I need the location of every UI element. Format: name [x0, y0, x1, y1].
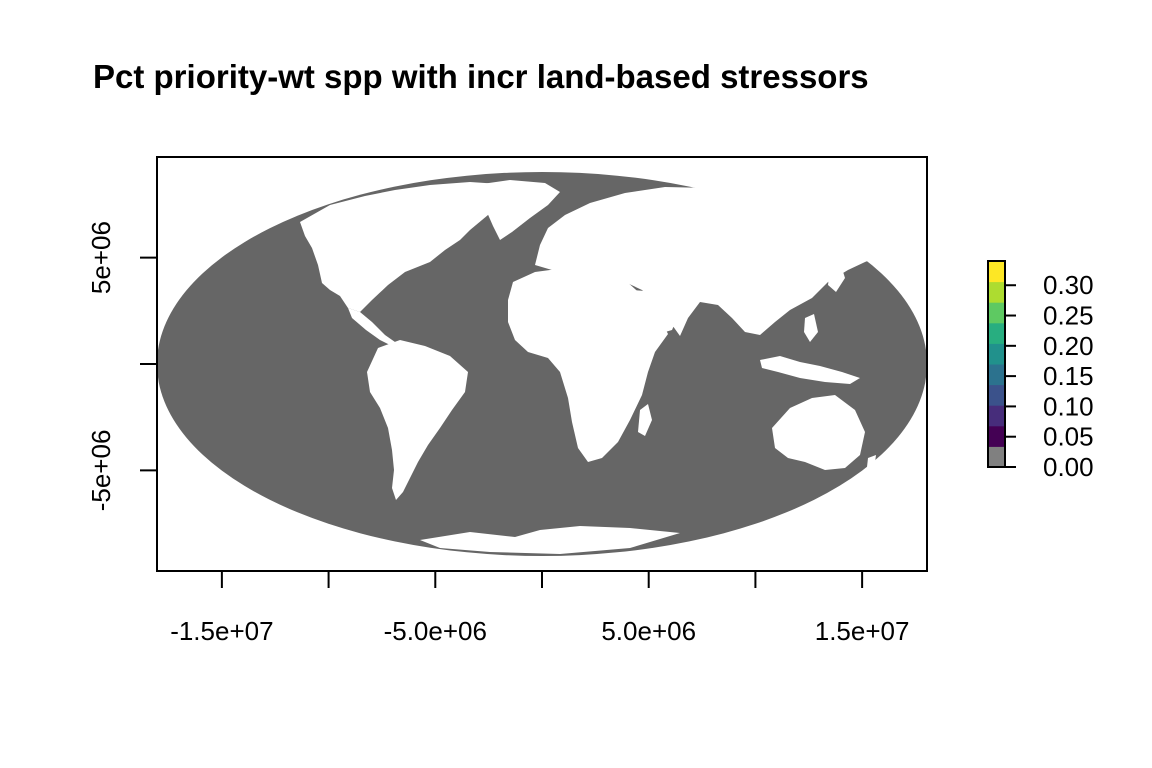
legend-swatch — [988, 322, 1005, 344]
land-eurasia — [535, 187, 880, 336]
color-legend: 0.000.050.100.150.200.250.30 — [987, 260, 1094, 482]
x-axis: -1.5e+07 -5.0e+06 5.0e+06 1.5e+07 — [170, 571, 909, 646]
land-arabia — [632, 290, 680, 335]
legend-tick-label: 0.10 — [1043, 391, 1094, 421]
land-antarctica — [420, 526, 680, 554]
legend-swatch — [988, 364, 1005, 386]
legend-tick-label: 0.00 — [1043, 452, 1094, 482]
legend-swatch — [988, 425, 1005, 447]
land-indonesia — [760, 356, 860, 384]
legend-tick-label: 0.25 — [1043, 301, 1094, 331]
y-tick-label: 5e+06 — [86, 221, 116, 294]
legend-swatch — [988, 302, 1005, 324]
land-africa — [508, 268, 668, 462]
land-australia — [772, 395, 865, 470]
land-central-america — [348, 308, 395, 346]
land-greenland — [475, 180, 560, 240]
map-panel — [157, 172, 927, 556]
x-tick-label: -1.5e+07 — [170, 616, 273, 646]
land-north-america — [300, 182, 520, 312]
x-tick-label: -5.0e+06 — [384, 616, 487, 646]
legend-swatch — [988, 405, 1005, 427]
y-axis: 5e+06 -5e+06 — [86, 221, 157, 511]
legend-swatch — [988, 261, 1005, 283]
plot-title: Pct priority-wt spp with incr land-based… — [93, 58, 869, 95]
legend-swatch — [988, 343, 1005, 365]
land-japan — [828, 262, 845, 292]
y-tick-label: -5e+06 — [86, 430, 116, 512]
legend-tick-label: 0.05 — [1043, 422, 1094, 452]
land-madagascar — [638, 404, 652, 436]
legend-swatch — [988, 384, 1005, 406]
x-tick-label: 5.0e+06 — [601, 616, 696, 646]
legend-tick-label: 0.30 — [1043, 270, 1094, 300]
land-philippines — [804, 314, 818, 342]
legend-tick-label: 0.15 — [1043, 361, 1094, 391]
legend-swatch — [988, 281, 1005, 303]
land-new-zealand — [866, 455, 876, 476]
legend-swatch — [988, 446, 1005, 468]
legend-tick-label: 0.20 — [1043, 331, 1094, 361]
land-south-america — [367, 340, 468, 500]
x-tick-label: 1.5e+07 — [815, 616, 910, 646]
land-masses — [300, 180, 880, 554]
legend-frame — [987, 260, 1006, 468]
